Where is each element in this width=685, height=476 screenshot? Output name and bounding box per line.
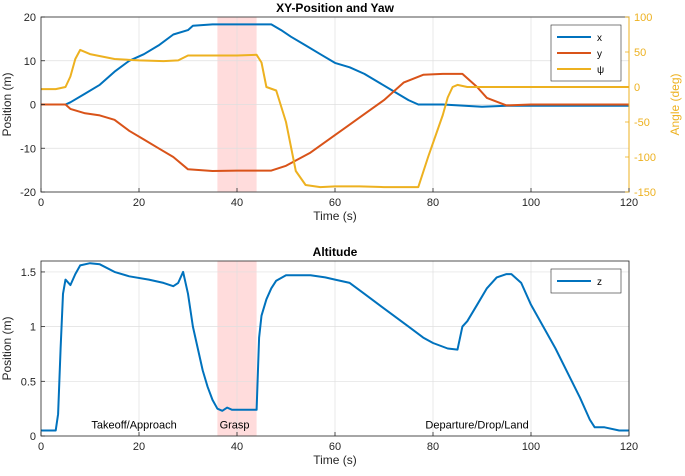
x-tick-label: 100 [522,197,540,209]
x-tick-label: 100 [522,441,540,453]
x-axis-label: Time (s) [313,453,357,467]
right-tick-label: 0 [634,82,640,94]
legend-label-x: x [597,33,602,44]
xy-yaw-panel: 0 20 40 60 80 100 120-20-1001020-150-100-50050… [0,1,682,223]
x-tick-label: 40 [231,441,243,453]
right-tick-label: -150 [634,187,656,199]
x-tick-label: 120 [620,441,638,453]
legend: z [550,268,622,294]
legend-label-z: z [597,277,602,288]
y-tick-label: -20 [20,187,36,199]
x-axis-label: Time (s) [313,209,357,223]
x-tick-label: 120 [620,197,638,209]
series-group [41,262,629,432]
phase-annotation: Takeoff/Approach [91,420,176,432]
altitude-panel: 0 20 40 60 80 100 120 0 0.5 1 1.5 Altitude Time (s) P… [0,245,638,467]
legend-label-y: y [597,49,602,60]
right-tick-label: 100 [634,12,652,24]
series-line-y [41,72,629,172]
x-tick-label: 20 [133,441,145,453]
series-line-z [41,262,629,432]
right-tick-label: -100 [634,152,656,164]
phase-annotation: Departure/Drop/Land [425,420,528,432]
series-line-x [41,23,629,108]
y-tick-label: 0 [30,431,36,443]
x-tick-label: 60 [329,441,341,453]
x-tick-label: 0 [38,441,44,453]
series-line-psi [41,48,629,189]
y-tick-label: 10 [24,56,36,68]
legend-label-psi: ψ [597,65,604,76]
x-tick-label: 20 [133,197,145,209]
y-tick-label: 20 [24,12,36,24]
series-group [41,23,629,189]
phase-annotation: Grasp [220,420,250,432]
y-tick-label: 1.5 [21,267,36,279]
x-tick-label: 60 [329,197,341,209]
x-tick-label: 80 [427,197,439,209]
y-axis-label: Position (m) [0,316,14,380]
right-tick-label: -50 [634,117,650,129]
legend: xyψ [550,24,622,82]
x-tick-label: 80 [427,441,439,453]
chart-title: Altitude [313,245,358,259]
right-axis-label: Angle (deg) [668,73,682,135]
x-tick-label: 0 [38,197,44,209]
y-tick-label: 0.5 [21,376,36,388]
chart-title: XY-Position and Yaw [276,1,394,15]
x-tick-label: 40 [231,197,243,209]
y-tick-label: -10 [20,143,36,155]
y-tick-label: 1 [30,322,36,334]
right-tick-label: 50 [634,47,646,59]
y-axis-label: Position (m) [0,72,14,136]
y-tick-label: 0 [30,100,36,112]
